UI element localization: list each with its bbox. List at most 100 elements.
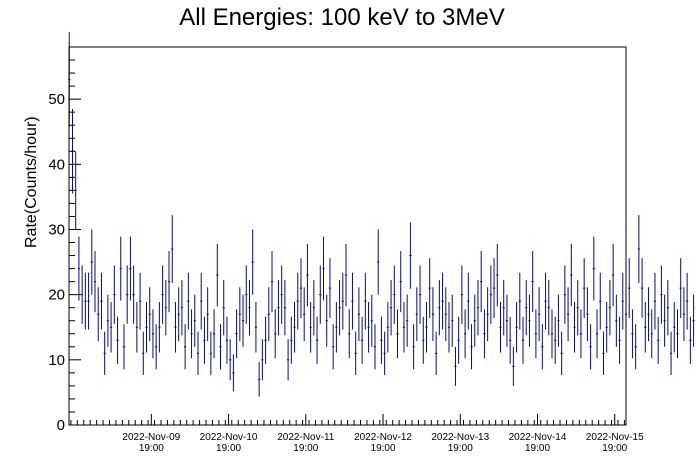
- data-point: [547, 280, 550, 336]
- data-point: [167, 251, 171, 313]
- data-point: [164, 280, 167, 336]
- data-point: [647, 287, 650, 342]
- x-tick-time: 19:00: [139, 443, 164, 454]
- data-point: [367, 302, 370, 353]
- data-point: [431, 287, 435, 342]
- data-point: [193, 294, 196, 347]
- data-point: [418, 265, 422, 324]
- y-tick-label: 40: [48, 156, 65, 173]
- data-point: [399, 251, 402, 313]
- data-point: [608, 280, 612, 336]
- data-point: [402, 302, 406, 353]
- data-point: [338, 280, 341, 336]
- x-tick-time: 19:00: [216, 443, 241, 454]
- data-point: [286, 339, 290, 381]
- data-point: [483, 309, 486, 359]
- data-point: [476, 280, 480, 336]
- data-point: [682, 287, 686, 342]
- data-point: [190, 309, 193, 359]
- data-point: [631, 309, 634, 359]
- data-point: [451, 294, 454, 347]
- data-point: [441, 272, 444, 330]
- data-point: [538, 287, 541, 342]
- data-point: [251, 229, 254, 295]
- data-point: [283, 280, 286, 336]
- data-point: [673, 302, 676, 353]
- x-tick-date: 2022-Nov-15: [586, 432, 644, 443]
- data-point: [241, 294, 245, 347]
- data-point: [592, 236, 595, 301]
- data-point: [142, 331, 145, 375]
- data-point: [196, 331, 200, 375]
- data-points: [68, 32, 696, 397]
- data-point: [422, 316, 425, 364]
- data-point: [653, 272, 657, 330]
- data-point: [319, 265, 322, 324]
- data-point: [303, 287, 306, 342]
- data-point: [373, 324, 377, 370]
- data-point: [90, 229, 93, 295]
- data-point: [341, 272, 344, 330]
- x-tick-time: 19:00: [371, 443, 396, 454]
- x-tick-date: 2022-Nov-11: [277, 432, 335, 443]
- data-point: [570, 243, 573, 307]
- data-point: [406, 294, 409, 347]
- data-point: [415, 287, 418, 342]
- data-point: [364, 272, 367, 330]
- data-point: [509, 316, 512, 364]
- data-point: [692, 294, 695, 347]
- chart-title: All Energies: 100 keV to 3MeV: [179, 4, 505, 31]
- data-point: [554, 316, 557, 364]
- data-point: [534, 309, 537, 359]
- data-point: [454, 346, 457, 386]
- data-point: [621, 272, 624, 330]
- data-point: [389, 280, 393, 336]
- data-point: [531, 251, 534, 313]
- data-point: [184, 324, 187, 370]
- y-tick-label: 10: [48, 352, 65, 369]
- x-tick-date: 2022-Nov-12: [354, 432, 412, 443]
- y-tick-label: 20: [48, 287, 65, 304]
- data-point: [129, 236, 132, 301]
- data-point: [660, 265, 663, 324]
- x-tick-date: 2022-Nov-13: [431, 432, 489, 443]
- data-point: [579, 309, 583, 359]
- x-tick-time: 19:00: [525, 443, 550, 454]
- data-point: [544, 272, 547, 330]
- data-point: [110, 302, 113, 353]
- data-point: [81, 265, 84, 324]
- data-point: [563, 265, 566, 324]
- data-point: [296, 272, 299, 330]
- data-point: [528, 294, 531, 347]
- data-point: [106, 294, 109, 347]
- data-point: [666, 280, 669, 336]
- data-point: [235, 309, 238, 359]
- y-tick-label: 50: [48, 91, 65, 108]
- data-point: [126, 265, 129, 324]
- data-point: [315, 316, 319, 364]
- data-point: [135, 302, 138, 353]
- data-point: [512, 346, 515, 386]
- data-point: [174, 302, 177, 353]
- data-point: [306, 243, 309, 307]
- data-point: [515, 302, 518, 353]
- x-tick-date: 2022-Nov-10: [200, 432, 258, 443]
- data-point: [499, 302, 502, 353]
- data-point: [679, 258, 682, 319]
- data-point: [322, 236, 325, 301]
- data-point: [270, 251, 274, 313]
- data-point: [280, 265, 283, 324]
- data-point: [232, 354, 235, 392]
- data-point: [148, 287, 151, 342]
- data-point: [238, 287, 241, 342]
- data-point: [258, 362, 261, 397]
- data-point: [335, 302, 338, 353]
- data-point: [277, 280, 280, 336]
- data-point: [261, 339, 264, 381]
- data-point: [525, 280, 528, 336]
- x-tick-time: 19:00: [448, 443, 473, 454]
- data-point: [605, 302, 608, 353]
- data-point: [122, 324, 126, 370]
- data-point: [480, 251, 483, 313]
- data-point: [615, 294, 618, 347]
